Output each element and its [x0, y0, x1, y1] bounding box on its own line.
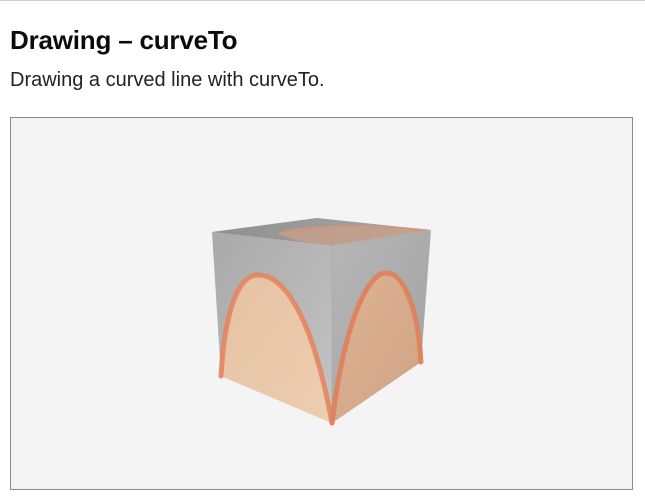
- page-subtitle: Drawing a curved line with curveTo.: [10, 69, 325, 91]
- top-divider: [0, 0, 645, 1]
- curve-right-face: [332, 273, 421, 423]
- 3d-viewport[interactable]: [10, 117, 633, 490]
- curve-left-face: [221, 274, 332, 423]
- cube-top-curve: [279, 226, 429, 246]
- cube-top-curve-stroke: [278, 225, 430, 236]
- curve-right-stroke: [329, 270, 424, 426]
- cube-scene[interactable]: [11, 118, 633, 490]
- page-title: Drawing – curveTo: [10, 25, 238, 55]
- curve-left-stroke: [218, 272, 335, 426]
